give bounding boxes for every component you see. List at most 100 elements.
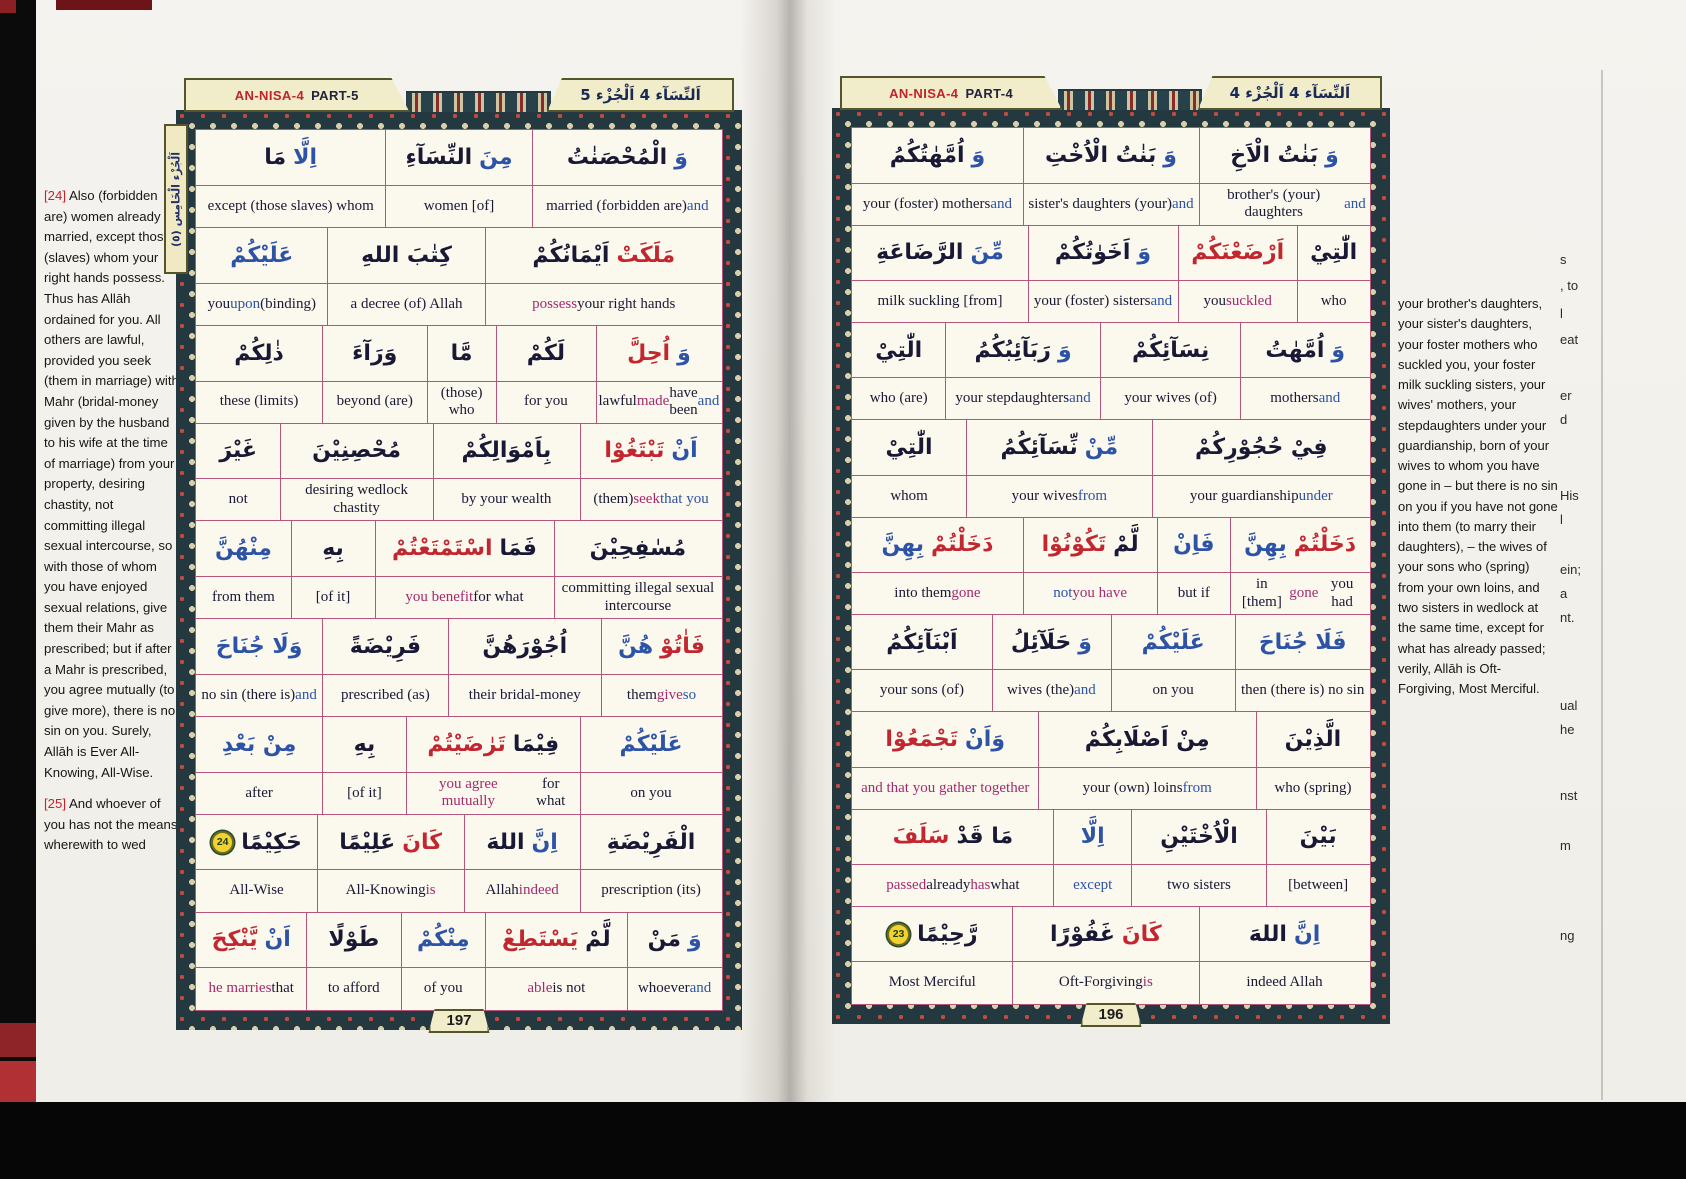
word-segment: (as) prescribed: [341, 686, 430, 703]
word-grid: وَ بَنٰتُ الْاَخِ and (your) brother's dau…: [851, 127, 1371, 1005]
word-cell: اَنْ تَبْتَغُوْا that you seek (them): [579, 422, 723, 522]
word-cell: اُجُوْرَهُنَّ their bridal-money: [447, 618, 602, 718]
english-translation: from your (own) loins: [1039, 768, 1256, 809]
word-segment: (are) beyond: [336, 393, 413, 410]
word-segment: الرَّضَاعَةِ: [876, 240, 964, 266]
word-segment: you agree mutually: [438, 775, 498, 810]
word-cell: وَ اُمَّهٰتُكُمُ and your (foster) mothers: [851, 127, 1024, 227]
word-segment: مَلَكَتْ: [616, 242, 676, 268]
word-cell: مِّنَ الرَّضَاعَةِ [from] milk suckling: [851, 224, 1029, 324]
page-197: AN-NISA-4 PART-5 اَلنِّسَآء 4 اَلْجُزْء …: [164, 78, 742, 1033]
english-translation: what has already passed: [852, 865, 1053, 906]
word-segment: your stepdaughters: [955, 390, 1070, 407]
word-segment: made: [636, 393, 670, 410]
edge-text-fragment: nt.: [1560, 610, 1575, 625]
word-segment: in [them]: [1241, 576, 1282, 610]
word-segment: so: [682, 686, 697, 703]
word-row: وَ الْمُحْصَنٰتُ and (forbidden are) marri…: [195, 129, 723, 229]
word-segment: مِنْ بَعْدِ: [221, 731, 297, 757]
right-margin-commentary: your brother's daughters, your sister's …: [1398, 294, 1558, 710]
word-segment: الْاُخْتَيْنِ: [1160, 824, 1238, 850]
arabic-word: اِنَّ اللهَ: [1199, 907, 1370, 963]
english-translation: for what you benefit: [375, 577, 553, 619]
word-segment: not: [1053, 584, 1073, 601]
arabic-word: رَّحِيْمًا 23: [852, 907, 1013, 963]
english-translation: desiring wedlock chastity: [281, 479, 433, 521]
word-segment: then (there is) no sin: [1241, 682, 1365, 699]
word-segment: مِنْكُمْ: [416, 927, 470, 953]
word-segment: your wives: [1011, 487, 1078, 504]
word-segment: وَ: [1078, 629, 1092, 655]
word-segment: وَرَآءَ: [352, 340, 398, 366]
word-cell: فِيْمَا تَرٰضَيْتُمْ for what you agree m…: [405, 715, 581, 816]
english-translation: suckled you: [1178, 281, 1297, 322]
english-translation: [of it]: [291, 577, 375, 619]
surah-name-label: AN-NISA-4: [234, 87, 305, 103]
word-segment: suckled: [1226, 292, 1272, 309]
word-cell: وَ بَنٰتُ الْاُخْتِ and (your) sister's da…: [1022, 127, 1200, 227]
word-cell: مَا قَدْ سَلَفَ what has already passed: [851, 808, 1055, 908]
word-segment: اَنْ: [264, 927, 291, 953]
word-segment: مَا: [264, 145, 287, 171]
word-segment: الْمُحْصَنٰتُ: [566, 145, 668, 171]
word-cell: مِّنْ نِّسَآئِكُمُ from your wives: [965, 419, 1154, 519]
word-segment: دَخَلْتُمْ: [931, 532, 994, 558]
word-segment: lawful: [598, 393, 637, 410]
word-cell: بِهِ [of it]: [290, 520, 376, 620]
word-segment: passed: [886, 876, 927, 893]
word-row: دَخَلْتُمْ بِهِنَّ you had gone in [them]…: [851, 516, 1371, 616]
word-segment: indeed Allah: [1246, 974, 1323, 991]
word-segment: فَرِيْضَةً: [349, 634, 422, 660]
english-translation: by your wealth: [433, 479, 580, 521]
word-cell: اِنَّ اللهَ indeed Allah: [1198, 905, 1371, 1005]
word-cell: دَخَلْتُمْ بِهِنَّ gone into them: [851, 516, 1024, 616]
word-grid: وَ الْمُحْصَنٰتُ and (forbidden are) marri…: [195, 129, 723, 1011]
word-segment: gone: [951, 584, 981, 601]
verse-number-badge: 23: [887, 922, 911, 946]
word-segment: يَسْتَطِعْ: [502, 927, 579, 953]
word-segment: is: [425, 882, 436, 899]
commentary-text: your brother's daughters, your sister's …: [1398, 296, 1558, 697]
word-segment: and: [1069, 390, 1091, 407]
english-translation: committing illegal sexual intercourse: [554, 577, 722, 619]
english-translation: is not able: [486, 968, 627, 1010]
english-translation: and (there is) no sin: [196, 675, 322, 717]
arabic-word: طَوْلًا: [306, 913, 401, 969]
word-cell: عَلَيْكُمْ on you: [1110, 613, 1237, 713]
word-cell: لَّمْ يَسْتَطِعْ is not able: [484, 911, 629, 1011]
word-cell: وَ مَنْ and whoever: [626, 911, 723, 1011]
edge-text-fragment: ual: [1560, 698, 1578, 713]
word-segment: فِيْ حُجُوْرِكُمْ: [1195, 434, 1328, 460]
word-segment: مُحْصِنِيْنَ: [312, 438, 402, 464]
word-segment: نِسَآئِكُمْ: [1131, 337, 1210, 363]
word-segment: who (spring): [1274, 779, 1352, 796]
word-cell: مِنَ النِّسَآءِ [of] women: [384, 129, 534, 229]
english-translation: and (your) sister's daughters: [1023, 184, 1199, 225]
arabic-word: بِهِ: [322, 717, 407, 773]
english-translation: you had gone in [them]: [1230, 573, 1369, 614]
word-segment: اَنْ: [671, 438, 698, 464]
word-segment: possess: [532, 295, 578, 312]
word-cell: وَرَآءَ (are) beyond: [321, 324, 429, 425]
word-segment: وَ: [1325, 142, 1339, 168]
page-number: 196: [1080, 1003, 1142, 1027]
arabic-word: عَلَيْكُمْ: [580, 717, 722, 773]
word-segment: بِهِ: [353, 731, 376, 757]
word-segment: your guardianship: [1189, 487, 1299, 504]
word-segment: (them): [593, 491, 634, 508]
edge-text-fragment: s: [1560, 252, 1567, 267]
word-cell: نِسَآئِكُمْ (of) your wives: [1099, 321, 1242, 421]
word-segment: الّٰتِيْ: [885, 434, 933, 460]
word-segment: سَلَفَ: [892, 824, 950, 850]
word-segment: مُسٰفِحِيْنَ: [589, 536, 687, 562]
arabic-word: مِّنَ الرَّضَاعَةِ: [852, 226, 1028, 282]
english-translation: so give them: [601, 675, 722, 717]
word-cell: طَوْلًا to afford: [305, 911, 402, 1011]
word-segment: (of) your wives: [1124, 390, 1217, 407]
arabic-word: عَلَيْكُمْ: [1111, 615, 1236, 671]
word-segment: (there is) no sin: [201, 686, 296, 703]
arabic-word: مَا قَدْ سَلَفَ: [852, 810, 1054, 865]
next-page-edge: [1601, 70, 1603, 1100]
arabic-word: وَ الْمُحْصَنٰتُ: [532, 130, 722, 186]
